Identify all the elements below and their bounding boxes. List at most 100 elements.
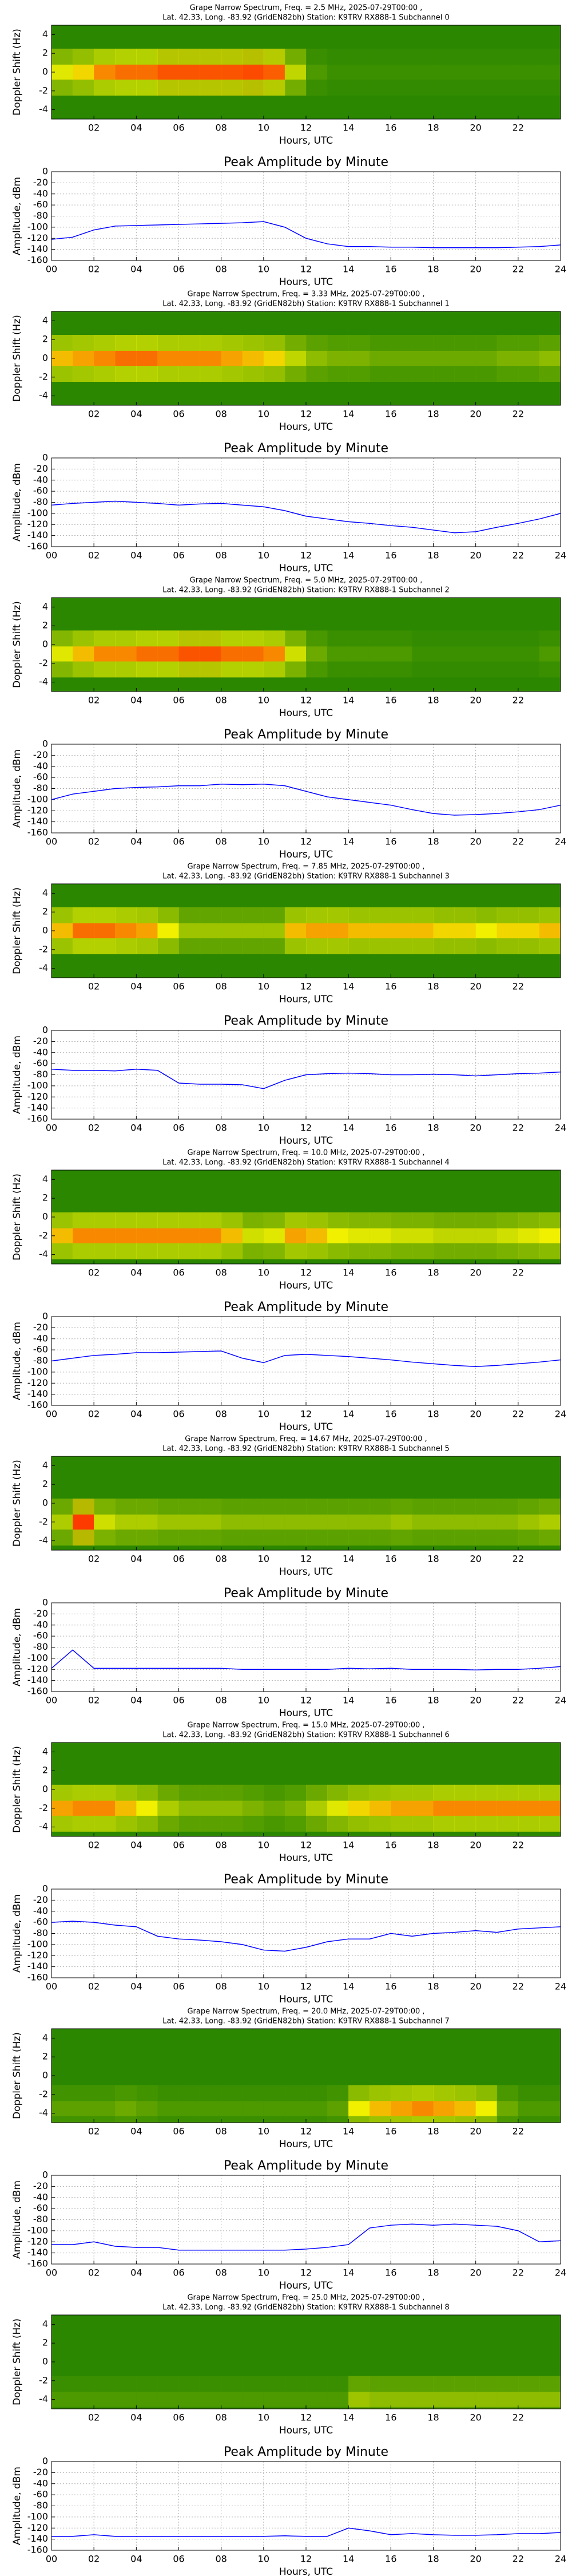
signal-band xyxy=(94,923,116,939)
x-tick-label: 10 xyxy=(258,2126,269,2137)
signal-band xyxy=(539,1514,561,1530)
signal-band xyxy=(136,2392,158,2407)
data-line xyxy=(51,1649,561,1670)
x-tick-label: 02 xyxy=(88,550,100,561)
y-axis-label: Doppler Shift (Hz) xyxy=(11,887,23,974)
chart-title: Peak Amplitude by Minute xyxy=(224,441,388,456)
signal-band xyxy=(433,646,455,662)
signal-band xyxy=(94,64,116,80)
chart-title: Peak Amplitude by Minute xyxy=(224,728,388,742)
signal-band xyxy=(94,1228,116,1243)
signal-band xyxy=(221,1514,243,1530)
signal-band xyxy=(136,64,158,80)
x-tick-label: 22 xyxy=(513,550,524,561)
plot xyxy=(51,311,561,405)
x-tick-label: 06 xyxy=(173,1981,184,1992)
signal-band xyxy=(327,1228,349,1243)
x-tick-label: 16 xyxy=(385,1554,396,1564)
signal-band xyxy=(242,646,264,662)
signal-band xyxy=(518,1514,540,1530)
signal-band xyxy=(51,1800,73,1816)
x-tick-label: 06 xyxy=(173,1409,184,1420)
signal-band xyxy=(327,2101,349,2116)
x-tick-label: 06 xyxy=(173,1840,184,1851)
chart-title: Grape Narrow Spectrum, Freq. = 10.0 MHz,… xyxy=(187,1149,424,1157)
signal-band xyxy=(263,646,285,662)
x-tick-label: 12 xyxy=(300,2126,312,2137)
x-axis-label: Hours, UTC xyxy=(279,708,333,719)
x-tick-label: 06 xyxy=(173,1123,184,1133)
x-tick-label: 20 xyxy=(470,550,481,561)
signal-band xyxy=(496,1228,519,1243)
signal-band xyxy=(370,1228,391,1243)
x-tick-label: 16 xyxy=(385,2412,396,2423)
chart-subtitle: Lat. 42.33, Long. -83.92 (GridEN82bh) St… xyxy=(162,14,450,22)
y-tick-label: -2 xyxy=(39,371,48,382)
x-tick-label: 10 xyxy=(258,409,269,420)
x-tick-label: 20 xyxy=(470,2126,481,2137)
y-tick-label: 0 xyxy=(42,1025,48,1036)
y-tick-label: 0 xyxy=(42,2070,48,2081)
signal-band xyxy=(73,2392,94,2407)
signal-band xyxy=(263,2101,285,2116)
x-tick-label: 04 xyxy=(130,1123,142,1133)
signal-band xyxy=(412,2392,434,2407)
x-axis-label: Hours, UTC xyxy=(279,2566,333,2576)
x-tick-label: 24 xyxy=(555,2554,566,2565)
x-tick-label: 14 xyxy=(343,1123,354,1133)
y-tick-label: 4 xyxy=(42,887,48,898)
signal-band xyxy=(433,1800,455,1816)
signal-band xyxy=(284,350,307,366)
x-tick-label: 00 xyxy=(46,1409,57,1420)
x-tick-label: 06 xyxy=(173,2126,184,2137)
x-tick-label: 20 xyxy=(470,123,481,133)
x-tick-label: 18 xyxy=(427,981,439,992)
signal-band xyxy=(327,350,349,366)
y-tick-label: 4 xyxy=(42,1746,48,1757)
x-tick-label: 10 xyxy=(258,1123,269,1133)
x-tick-label: 18 xyxy=(427,2554,439,2565)
x-tick-label: 12 xyxy=(300,550,312,561)
x-tick-label: 10 xyxy=(258,123,269,133)
x-tick-label: 10 xyxy=(258,1409,269,1420)
x-tick-label: 08 xyxy=(215,1695,227,1706)
y-axis-label: Doppler Shift (Hz) xyxy=(11,1460,23,1547)
x-tick-label: 02 xyxy=(88,1267,100,1278)
y-tick-label: -20 xyxy=(33,1322,48,1333)
chart-title: Grape Narrow Spectrum, Freq. = 3.33 MHz,… xyxy=(187,290,424,299)
y-tick-label: -140 xyxy=(27,2533,48,2544)
y-tick-label: -2 xyxy=(39,2374,48,2385)
y-tick-label: -120 xyxy=(27,232,48,243)
x-tick-label: 04 xyxy=(130,695,142,706)
x-axis-label: Hours, UTC xyxy=(279,1852,333,1864)
x-tick-label: 20 xyxy=(470,695,481,706)
x-tick-label: 14 xyxy=(343,1409,354,1420)
signal-band xyxy=(178,1514,201,1530)
x-axis-label: Hours, UTC xyxy=(279,2280,333,2291)
chart-subtitle: Lat. 42.33, Long. -83.92 (GridEN82bh) St… xyxy=(162,586,450,595)
chart-subtitle: Lat. 42.33, Long. -83.92 (GridEN82bh) St… xyxy=(162,872,450,881)
plot xyxy=(51,1743,561,1836)
y-tick-label: -80 xyxy=(33,210,48,221)
x-tick-label: 04 xyxy=(130,409,142,420)
x-tick-label: 16 xyxy=(385,2126,396,2137)
signal-band xyxy=(475,1514,498,1530)
x-tick-label: 14 xyxy=(343,2126,354,2137)
signal-band xyxy=(263,923,285,939)
signal-band xyxy=(221,2101,243,2116)
x-tick-label: 14 xyxy=(343,981,354,992)
y-tick-label: -20 xyxy=(33,463,48,474)
x-tick-label: 14 xyxy=(343,1554,354,1564)
x-tick-label: 24 xyxy=(555,836,566,847)
y-axis-label: Doppler Shift (Hz) xyxy=(11,2032,23,2119)
x-tick-label: 04 xyxy=(130,1409,142,1420)
y-axis-label: Amplitude, dBm xyxy=(11,1894,23,1973)
y-tick-label: -160 xyxy=(27,2258,48,2269)
signal-band xyxy=(178,923,201,939)
x-tick-label: 20 xyxy=(470,1695,481,1706)
chart-title: Grape Narrow Spectrum, Freq. = 14.67 MHz… xyxy=(185,1435,427,1444)
y-tick-label: 0 xyxy=(42,2356,48,2367)
x-tick-label: 18 xyxy=(427,1981,439,1992)
x-tick-label: 10 xyxy=(258,2412,269,2423)
x-axis-label: Hours, UTC xyxy=(279,994,333,1005)
